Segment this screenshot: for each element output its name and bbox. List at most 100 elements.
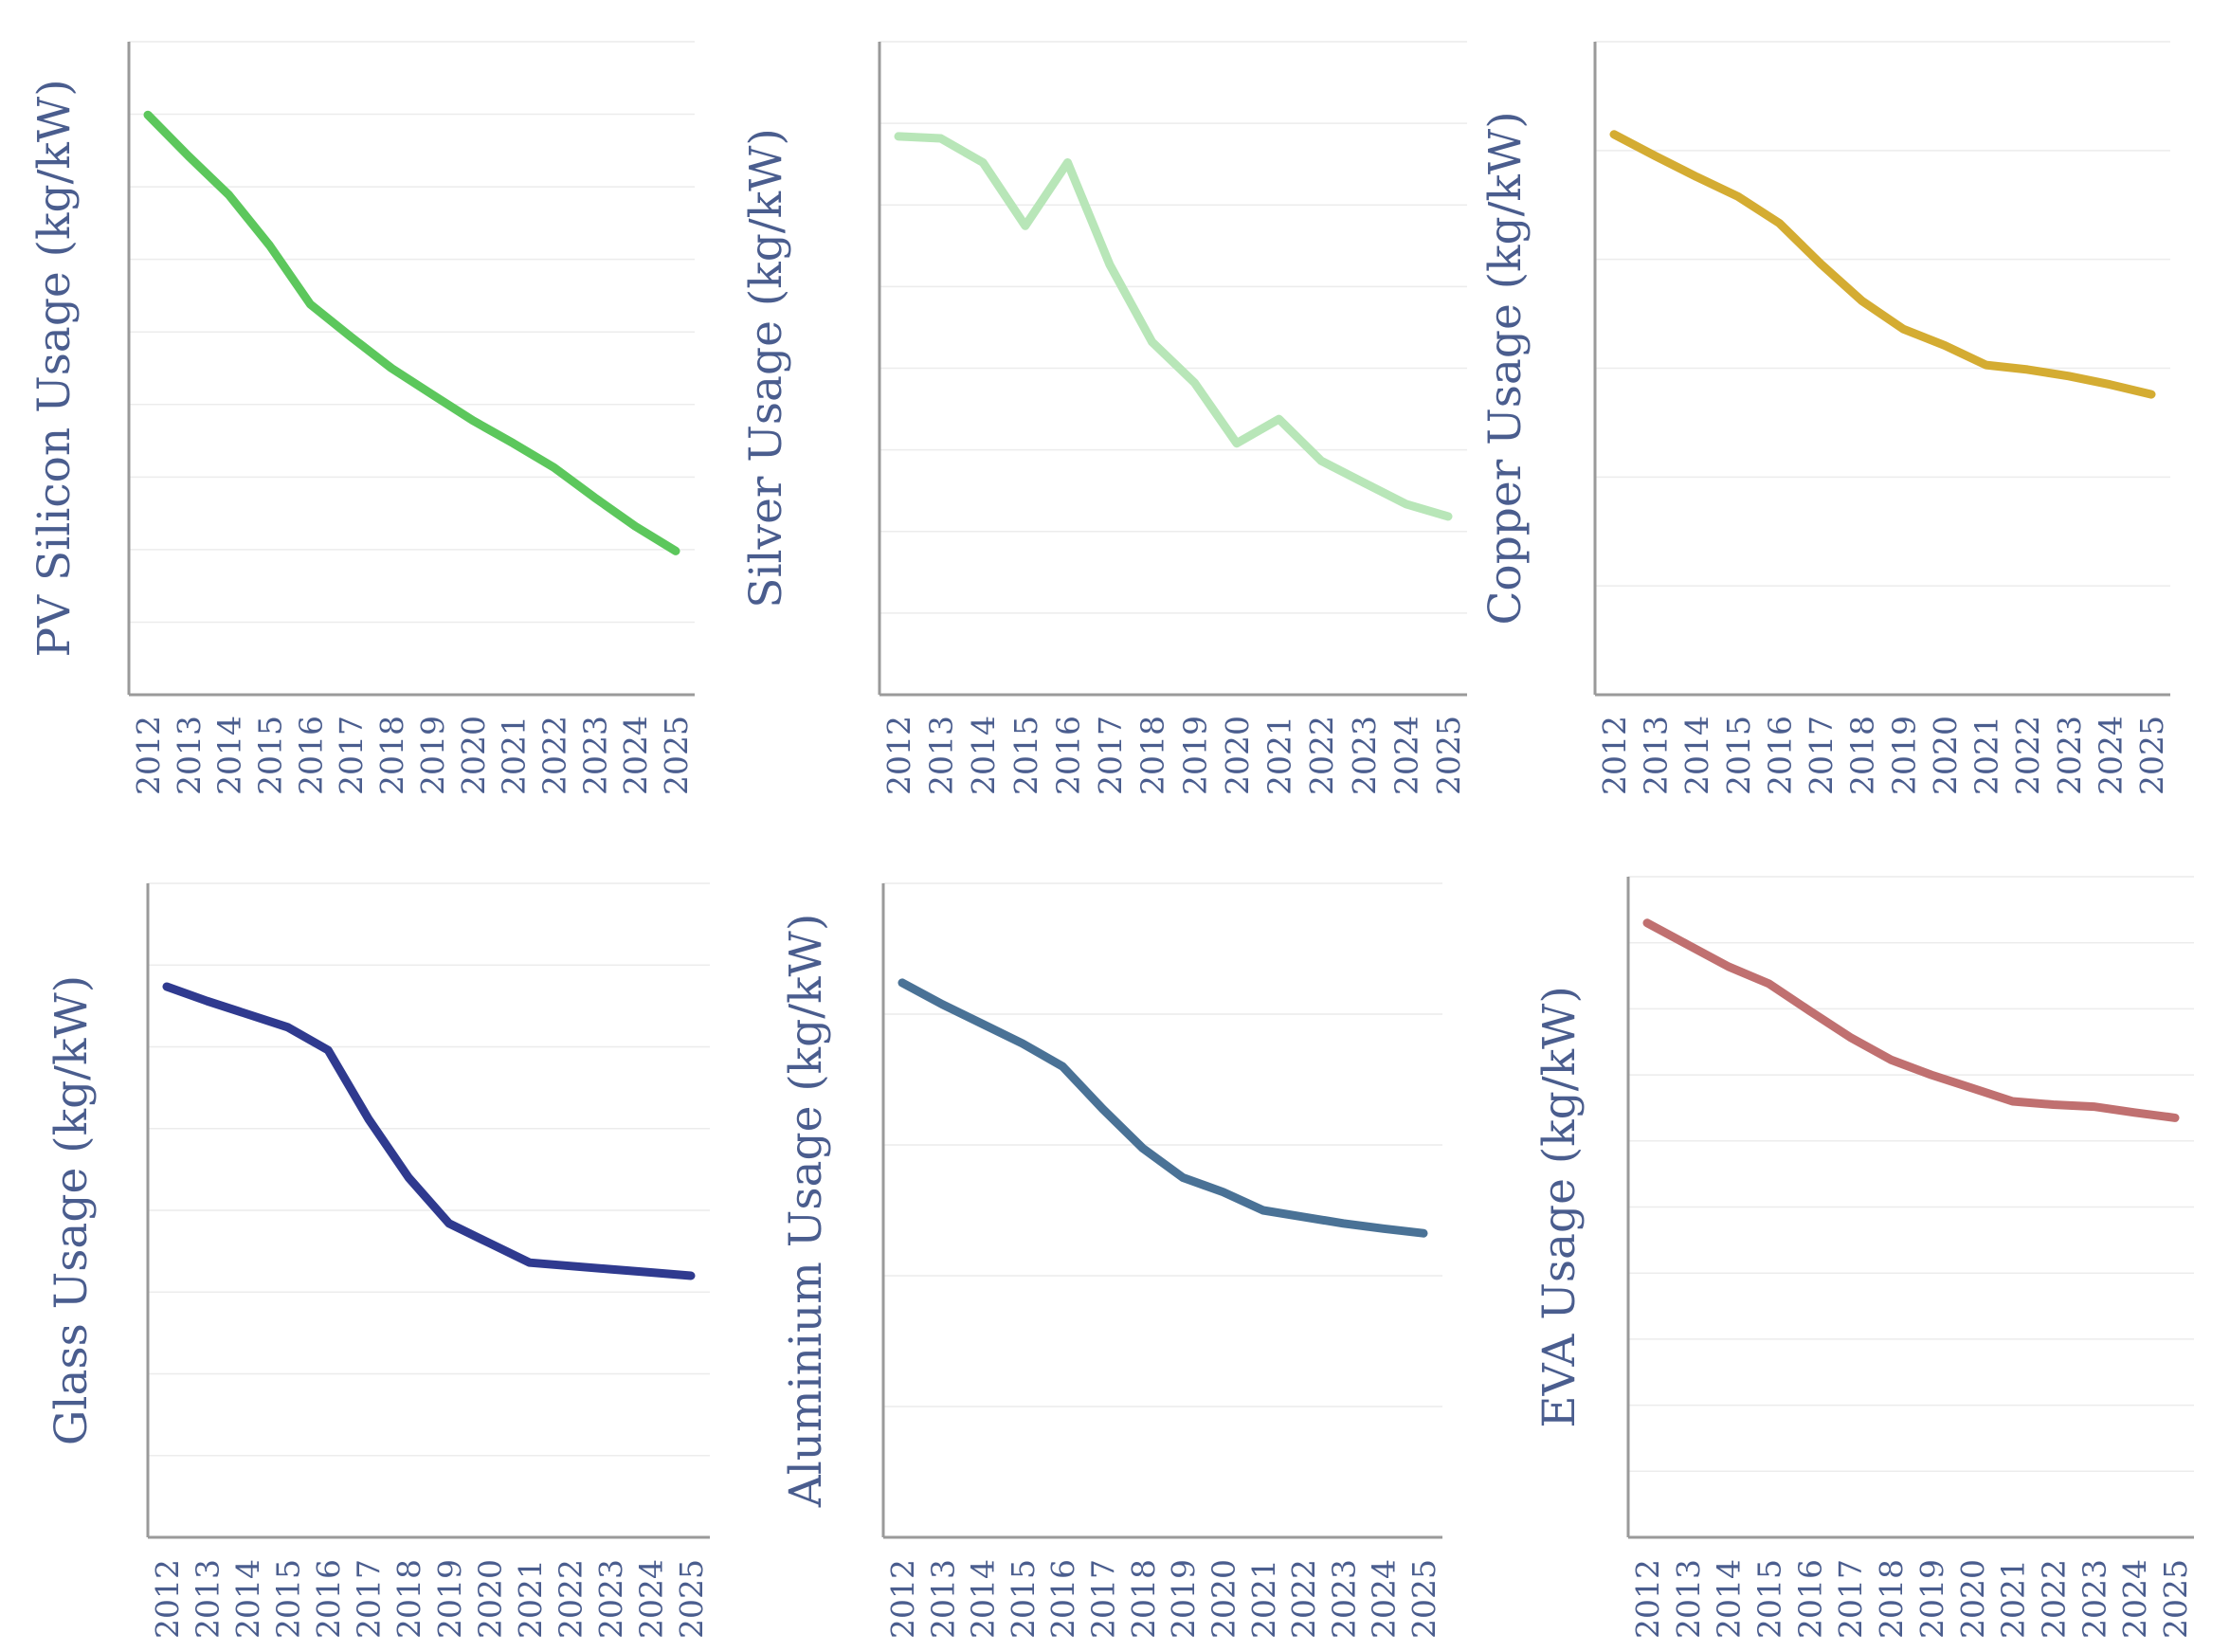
glass-x-tick-label: 2023 bbox=[592, 1559, 629, 1639]
aluminium-series-line bbox=[897, 978, 1428, 1238]
silicon-x-tick-label: 2021 bbox=[496, 716, 533, 795]
copper-series-line bbox=[1609, 130, 2156, 399]
silver-x-tick-label: 2014 bbox=[965, 716, 1002, 795]
copper-x-tick-label: 2022 bbox=[2009, 716, 2046, 795]
eva-x-tick-label: 2018 bbox=[1873, 1559, 1910, 1639]
copper-x-tick-label: 2016 bbox=[1762, 716, 1799, 795]
copper-x-tick-label: 2014 bbox=[1678, 716, 1715, 795]
glass-x-tick-label: 2024 bbox=[633, 1559, 670, 1639]
copper-x-tick-label: 2013 bbox=[1638, 716, 1675, 795]
silicon-x-tick-label: 2015 bbox=[252, 716, 289, 795]
copper-chart: 2012 2013 2014 2015 2016 2017 2018 2019 2020 2021… bbox=[1479, 41, 2170, 795]
copper-x-tick-label: 2025 bbox=[2133, 716, 2170, 795]
eva-x-tick-label: 2012 bbox=[1629, 1559, 1666, 1639]
eva-x-tick-label: 2020 bbox=[1954, 1559, 1991, 1639]
silver-x-tick-label: 2021 bbox=[1261, 716, 1298, 795]
eva-x-tick-label: 2025 bbox=[2157, 1559, 2194, 1639]
silicon-x-tick-label: 2013 bbox=[171, 716, 208, 795]
silicon-y-axis-label: PV Silicon Usage (kg/kW) bbox=[28, 79, 81, 657]
silver-chart: 2012 2013 2014 2015 2016 2017 2018 2019 2020 2021… bbox=[740, 41, 1467, 795]
eva-x-tick-label: 2017 bbox=[1832, 1559, 1869, 1639]
silicon-x-tick-label: 2014 bbox=[211, 716, 248, 795]
silver-x-tick-label: 2019 bbox=[1176, 716, 1213, 795]
eva-x-tick-label: 2016 bbox=[1791, 1559, 1828, 1639]
copper-x-tick-label: 2019 bbox=[1885, 716, 1922, 795]
aluminium-x-tick-label: 2023 bbox=[1325, 1559, 1362, 1639]
glass-x-tick-label: 2025 bbox=[673, 1559, 710, 1639]
aluminium-x-tick-label: 2025 bbox=[1405, 1559, 1442, 1639]
aluminium-x-tick-label: 2017 bbox=[1085, 1559, 1122, 1639]
silver-x-tick-label: 2016 bbox=[1050, 716, 1087, 795]
copper-x-tick-label: 2018 bbox=[1844, 716, 1881, 795]
silver-x-tick-label: 2023 bbox=[1346, 716, 1383, 795]
silicon-x-tick-label: 2025 bbox=[658, 716, 695, 795]
silicon-x-tick-label: 2017 bbox=[333, 716, 370, 795]
copper-x-tick-label: 2023 bbox=[2051, 716, 2088, 795]
silicon-x-tick-label: 2012 bbox=[130, 716, 167, 795]
eva-x-tick-label: 2015 bbox=[1751, 1559, 1788, 1639]
glass-series-line bbox=[162, 982, 696, 1280]
eva-x-tick-label: 2019 bbox=[1913, 1559, 1950, 1639]
silicon-x-tick-label: 2019 bbox=[414, 716, 451, 795]
aluminium-x-tick-label: 2016 bbox=[1044, 1559, 1081, 1639]
aluminium-x-tick-label: 2018 bbox=[1125, 1559, 1162, 1639]
aluminium-x-tick-label: 2012 bbox=[884, 1559, 921, 1639]
glass-x-tick-label: 2013 bbox=[190, 1559, 227, 1639]
eva-x-tick-label: 2013 bbox=[1670, 1559, 1707, 1639]
silicon-x-tick-label: 2016 bbox=[292, 716, 329, 795]
glass-x-tick-label: 2018 bbox=[390, 1559, 427, 1639]
silver-x-tick-label: 2012 bbox=[880, 716, 917, 795]
glass-x-tick-label: 2012 bbox=[149, 1559, 186, 1639]
silver-x-tick-label: 2017 bbox=[1092, 716, 1129, 795]
eva-chart: 2012 2013 2014 2015 2016 2017 2018 2019 2020 2021… bbox=[1533, 876, 2194, 1639]
eva-x-tick-label: 2023 bbox=[2076, 1559, 2112, 1639]
silver-x-tick-label: 2013 bbox=[923, 716, 960, 795]
silver-x-tick-label: 2015 bbox=[1007, 716, 1044, 795]
aluminium-x-tick-label: 2024 bbox=[1366, 1559, 1403, 1639]
silicon-x-tick-label: 2018 bbox=[373, 716, 410, 795]
aluminium-x-tick-label: 2020 bbox=[1206, 1559, 1242, 1639]
glass-chart: 2012 2013 2014 2015 2016 2017 2018 2019 2020 2021… bbox=[45, 882, 710, 1639]
silicon-x-tick-label: 2024 bbox=[617, 716, 654, 795]
glass-x-tick-label: 2021 bbox=[512, 1559, 549, 1639]
copper-x-tick-label: 2015 bbox=[1720, 716, 1757, 795]
eva-series-line bbox=[1642, 918, 2180, 1122]
aluminium-x-tick-label: 2014 bbox=[965, 1559, 1002, 1639]
silver-x-tick-label: 2022 bbox=[1303, 716, 1340, 795]
copper-y-axis-label: Copper Usage (kg/kW) bbox=[1479, 111, 1532, 625]
glass-y-axis-label: Glass Usage (kg/kW) bbox=[45, 975, 98, 1445]
aluminium-y-axis-label: Aluminium Usage (kg/kW) bbox=[780, 914, 832, 1508]
silver-x-tick-label: 2024 bbox=[1387, 716, 1424, 795]
glass-x-tick-label: 2022 bbox=[552, 1559, 589, 1639]
silver-y-axis-label: Silver Usage (kg/kW) bbox=[740, 128, 792, 608]
silver-x-tick-label: 2020 bbox=[1219, 716, 1256, 795]
aluminium-x-tick-label: 2022 bbox=[1285, 1559, 1322, 1639]
copper-x-tick-label: 2020 bbox=[1927, 716, 1964, 795]
glass-x-tick-label: 2015 bbox=[270, 1559, 307, 1639]
glass-x-tick-label: 2017 bbox=[351, 1559, 388, 1639]
silicon-x-tick-label: 2023 bbox=[576, 716, 613, 795]
aluminium-x-tick-label: 2015 bbox=[1005, 1559, 1042, 1639]
copper-x-tick-label: 2024 bbox=[2092, 716, 2129, 795]
eva-x-tick-label: 2014 bbox=[1711, 1559, 1748, 1639]
copper-x-tick-label: 2012 bbox=[1596, 716, 1633, 795]
eva-x-tick-label: 2024 bbox=[2116, 1559, 2153, 1639]
aluminium-x-tick-label: 2013 bbox=[924, 1559, 961, 1639]
glass-x-tick-label: 2019 bbox=[431, 1559, 468, 1639]
glass-x-tick-label: 2016 bbox=[310, 1559, 347, 1639]
aluminium-x-tick-label: 2021 bbox=[1245, 1559, 1282, 1639]
silicon-series-line bbox=[143, 110, 680, 555]
copper-x-tick-label: 2021 bbox=[1968, 716, 2005, 795]
silicon-x-tick-label: 2020 bbox=[455, 716, 492, 795]
silver-x-tick-label: 2018 bbox=[1134, 716, 1171, 795]
glass-x-tick-label: 2014 bbox=[229, 1559, 266, 1639]
eva-y-axis-label: EVA Usage (kg/kW) bbox=[1533, 986, 1586, 1427]
silver-series-line bbox=[894, 132, 1453, 521]
silicon-chart: 2012 2013 2014 2015 2016 2017 2018 2019 2020 2021… bbox=[28, 41, 695, 795]
silver-x-tick-label: 2025 bbox=[1430, 716, 1467, 795]
aluminium-chart: 2012 2013 2014 2015 2016 2017 2018 2019 2020 2021… bbox=[780, 882, 1442, 1639]
copper-x-tick-label: 2017 bbox=[1803, 716, 1840, 795]
glass-x-tick-label: 2020 bbox=[471, 1559, 508, 1639]
eva-x-tick-label: 2022 bbox=[2036, 1559, 2073, 1639]
